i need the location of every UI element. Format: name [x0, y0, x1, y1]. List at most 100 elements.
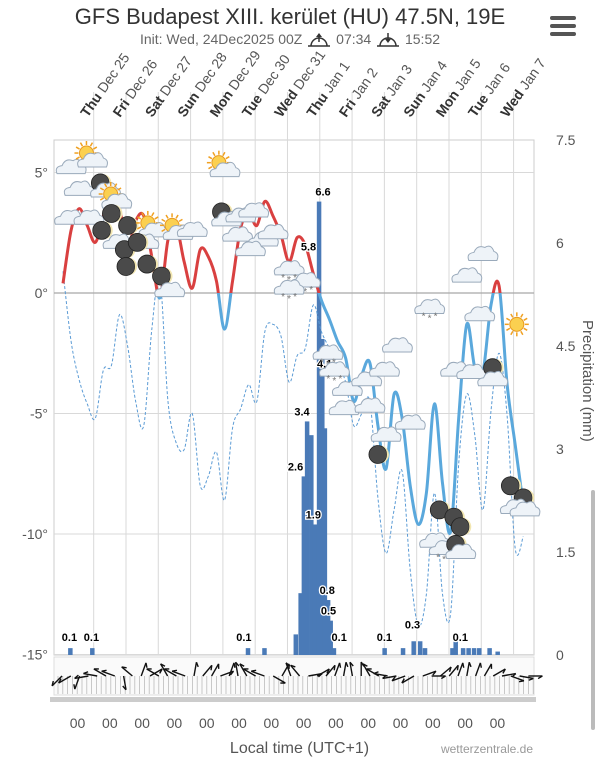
- sun-disc: [509, 316, 525, 332]
- sun-ray: [89, 142, 94, 147]
- wind-barb-head: [502, 668, 506, 674]
- scrollbar[interactable]: [591, 490, 595, 730]
- sun-ray: [523, 327, 528, 331]
- sun-ray: [151, 212, 155, 217]
- snowflake: *: [442, 554, 446, 565]
- sunset-icon: [377, 33, 400, 48]
- hour-tick-label: 00: [360, 715, 376, 731]
- wind-barb: [234, 662, 239, 677]
- wind-barb-head: [74, 674, 79, 679]
- precip-value-label: 0.1: [377, 632, 392, 644]
- y-left-tick-label: 5°: [35, 165, 48, 181]
- moon-icon: [368, 445, 389, 464]
- temperature-line-cold: [156, 293, 525, 535]
- cloud-shape: [414, 298, 446, 314]
- wind-barb: [391, 675, 406, 682]
- sun-ray: [154, 216, 159, 220]
- wind-barb-head: [456, 665, 459, 671]
- moon-disc: [116, 257, 136, 276]
- precip-value-label: 0.1: [236, 632, 251, 644]
- cloud-shape: [381, 337, 413, 353]
- precip-value-label: 5.8: [301, 242, 316, 254]
- wind-barb: [146, 668, 160, 677]
- sun-ray: [117, 187, 122, 191]
- wind-barb-head: [373, 671, 379, 675]
- wind-barb: [349, 662, 354, 677]
- precip-value-label: 6.6: [315, 187, 330, 199]
- cloud-snow-icon: ***: [319, 361, 350, 387]
- moon-crescent: [462, 517, 472, 536]
- menu-button[interactable]: [550, 16, 576, 38]
- precip-value-label: 3.4: [294, 406, 310, 418]
- sun-ray: [222, 151, 226, 157]
- hour-tick-label: 00: [393, 715, 409, 731]
- moon-icon: [92, 220, 113, 240]
- cloud-shape: [319, 361, 350, 377]
- wind-barb: [58, 675, 72, 684]
- sun-ray: [510, 330, 514, 336]
- wind-barb: [140, 662, 147, 677]
- cloud-snow-icon: ***: [273, 279, 305, 305]
- wind-barb-head: [479, 662, 483, 668]
- cloud-snow-icon: ***: [414, 298, 446, 324]
- cloud-shape: [154, 281, 186, 298]
- hour-tick-label: 00: [199, 715, 215, 731]
- precip-bar: [477, 648, 482, 655]
- wind-barb-head: [462, 662, 465, 668]
- init-label: Init: Wed, 24Dec2025 00Z: [139, 31, 303, 47]
- wind-barb: [474, 662, 482, 677]
- hour-tick-label: 00: [102, 715, 118, 731]
- y-right-tick-label: 4.5: [556, 338, 576, 354]
- sun-ray: [161, 218, 166, 222]
- y-left-tick-label: 0°: [35, 285, 48, 301]
- credit-text[interactable]: wetterzentrale.de: [440, 742, 533, 756]
- precip-bar: [400, 648, 406, 655]
- sunrise-time: 07:34: [336, 31, 372, 47]
- cloud-shape: [235, 240, 266, 257]
- snowflake: *: [428, 313, 432, 324]
- cloud-icon: [451, 267, 483, 283]
- snowflake: *: [434, 311, 438, 322]
- sun-ray: [212, 151, 216, 157]
- wind-barb: [457, 662, 464, 677]
- wind-barb-head: [326, 668, 330, 674]
- precip-value-label: 1.9: [306, 509, 321, 521]
- wind-barb-head: [229, 670, 235, 676]
- snowflake: *: [293, 292, 297, 303]
- wind-barb: [122, 675, 127, 690]
- hour-tick-label: 00: [296, 715, 312, 731]
- moon-icon: [102, 204, 123, 223]
- wind-barb-head: [285, 662, 291, 667]
- wind-barb: [501, 672, 516, 677]
- cloud-icon: [257, 223, 289, 240]
- sun-ray: [114, 183, 118, 188]
- menu-bar: [550, 24, 576, 28]
- moon-disc: [450, 517, 470, 537]
- cloud-shape: [257, 223, 289, 240]
- wind-barb: [422, 670, 437, 677]
- moon-icon: [118, 216, 139, 235]
- moon-cloud-icon: [445, 535, 477, 559]
- wind-barb-head: [51, 680, 54, 687]
- snowflake: *: [436, 552, 440, 563]
- wind-barb: [193, 662, 198, 677]
- y-left-tick-label: -15°: [22, 647, 48, 663]
- wind-barb: [171, 670, 186, 677]
- wind-barb-head: [210, 665, 213, 671]
- snowflake: *: [309, 285, 313, 296]
- precip-value-label: 0.1: [453, 632, 468, 644]
- wind-barb: [272, 675, 286, 684]
- wind-barb-head: [83, 671, 89, 675]
- wind-barb: [202, 664, 213, 677]
- sun-ray: [175, 214, 179, 219]
- y-right-tick-label: 6: [556, 235, 564, 251]
- wind-barb-head: [159, 668, 163, 674]
- cloud-shape: [312, 344, 344, 360]
- wind-barb: [362, 663, 371, 677]
- cloud-icon: [222, 226, 253, 242]
- sun-cloud-icon: [135, 210, 170, 238]
- precip-bar: [90, 648, 95, 655]
- cloud-icon: [464, 305, 496, 322]
- snowflake: *: [281, 273, 285, 284]
- precip-bar: [316, 201, 322, 655]
